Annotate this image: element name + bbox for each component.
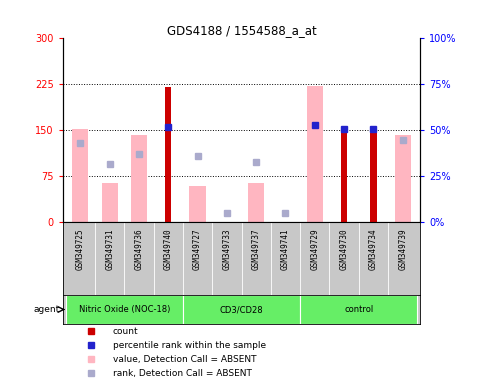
Bar <box>300 295 417 324</box>
Text: percentile rank within the sample: percentile rank within the sample <box>113 341 266 350</box>
Bar <box>131 135 147 222</box>
Text: GSM349729: GSM349729 <box>310 228 319 270</box>
Bar <box>370 134 377 222</box>
Text: count: count <box>113 327 139 336</box>
Bar <box>165 88 171 222</box>
Text: rank, Detection Call = ABSENT: rank, Detection Call = ABSENT <box>113 369 252 378</box>
Text: GSM349736: GSM349736 <box>134 228 143 270</box>
Bar <box>395 135 411 222</box>
Bar <box>66 295 183 324</box>
Bar <box>189 185 206 222</box>
Bar <box>248 182 264 222</box>
Bar <box>72 129 88 222</box>
Title: GDS4188 / 1554588_a_at: GDS4188 / 1554588_a_at <box>167 24 316 37</box>
Text: GSM349739: GSM349739 <box>398 228 407 270</box>
Text: GSM349737: GSM349737 <box>252 228 261 270</box>
Text: agent: agent <box>34 305 60 314</box>
Text: GSM349740: GSM349740 <box>164 228 173 270</box>
Bar <box>183 295 300 324</box>
Text: GSM349741: GSM349741 <box>281 228 290 270</box>
Text: GSM349734: GSM349734 <box>369 228 378 270</box>
Text: GSM349730: GSM349730 <box>340 228 349 270</box>
Text: GSM349727: GSM349727 <box>193 228 202 270</box>
Text: Nitric Oxide (NOC-18): Nitric Oxide (NOC-18) <box>79 305 170 314</box>
Text: control: control <box>344 305 373 314</box>
Text: value, Detection Call = ABSENT: value, Detection Call = ABSENT <box>113 355 256 364</box>
Text: GSM349731: GSM349731 <box>105 228 114 270</box>
Text: GSM349733: GSM349733 <box>222 228 231 270</box>
Bar <box>101 182 118 222</box>
Bar <box>307 86 323 222</box>
Bar <box>341 129 347 222</box>
Text: CD3/CD28: CD3/CD28 <box>220 305 263 314</box>
Text: GSM349725: GSM349725 <box>76 228 85 270</box>
